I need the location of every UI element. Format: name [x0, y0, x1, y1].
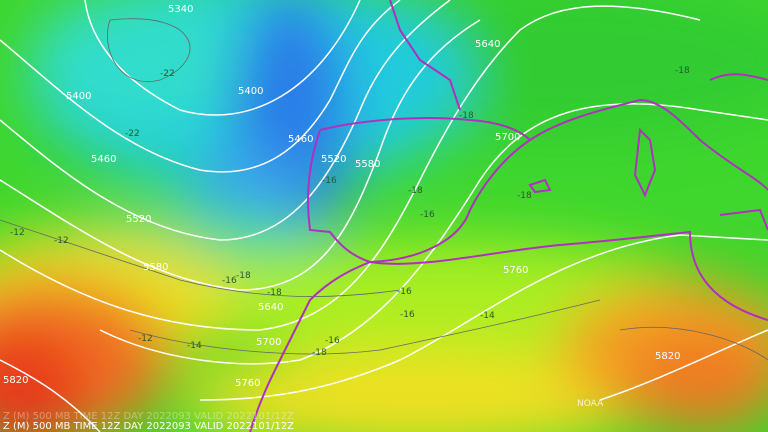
- contour-label: 5700: [256, 337, 281, 348]
- contour-label: 5760: [235, 378, 260, 389]
- temperature-label: -14: [187, 341, 202, 351]
- temperature-label: -16: [325, 336, 340, 346]
- temperature-label: -18: [236, 271, 251, 281]
- contour-label: 5640: [258, 302, 283, 313]
- footer-ghost: Z (M) 500 MB TIME 12Z DAY 2022093 VALID …: [3, 411, 294, 422]
- temperature-label: -14: [480, 311, 495, 321]
- contour-label: 5460: [91, 154, 116, 165]
- temperature-label: -18: [408, 186, 423, 196]
- contour-label: 5580: [355, 159, 380, 170]
- temperature-label: -18: [459, 111, 474, 121]
- coastlines: [249, 0, 768, 432]
- temperature-labels: -22 -22 -18 -18 -16 -18 -16 -16 -18 -18 …: [10, 66, 690, 358]
- contour-label: 5400: [238, 86, 263, 97]
- temperature-label: -16: [400, 310, 415, 320]
- contour-label: 5820: [655, 351, 680, 362]
- temperature-label: -12: [10, 228, 25, 238]
- contour-label: 5820: [3, 375, 28, 386]
- contour-label: 5400: [66, 91, 91, 102]
- contour-label: 5580: [143, 262, 168, 273]
- height-labels: 5340 5400 5400 5460 5460 5520 5520 5580 …: [3, 4, 680, 389]
- temperature-label: -16: [322, 176, 337, 186]
- temperature-label: -22: [160, 69, 175, 79]
- contour-label: 5520: [321, 154, 346, 165]
- contour-label: 5700: [495, 132, 520, 143]
- temperature-label: -16: [397, 287, 412, 297]
- temperature-label: -12: [54, 236, 69, 246]
- contour-label: 5340: [168, 4, 193, 15]
- temperature-label: -22: [125, 129, 140, 139]
- temperature-label: -16: [222, 276, 237, 286]
- contour-label: 5640: [475, 39, 500, 50]
- temperature-label: -18: [267, 288, 282, 298]
- temperature-label: -16: [420, 210, 435, 220]
- contour-label: 5460: [288, 134, 313, 145]
- temperature-contours: [0, 18, 768, 361]
- footer: Z (M) 500 MB TIME 12Z DAY 2022093 VALID …: [3, 421, 294, 432]
- watermark: NOAA: [577, 399, 604, 409]
- temperature-label: -18: [675, 66, 690, 76]
- contour-label: 5520: [126, 214, 151, 225]
- temperature-label: -18: [517, 191, 532, 201]
- temperature-label: -12: [138, 334, 153, 344]
- temperature-label: -18: [312, 348, 327, 358]
- contour-label: 5760: [503, 265, 528, 276]
